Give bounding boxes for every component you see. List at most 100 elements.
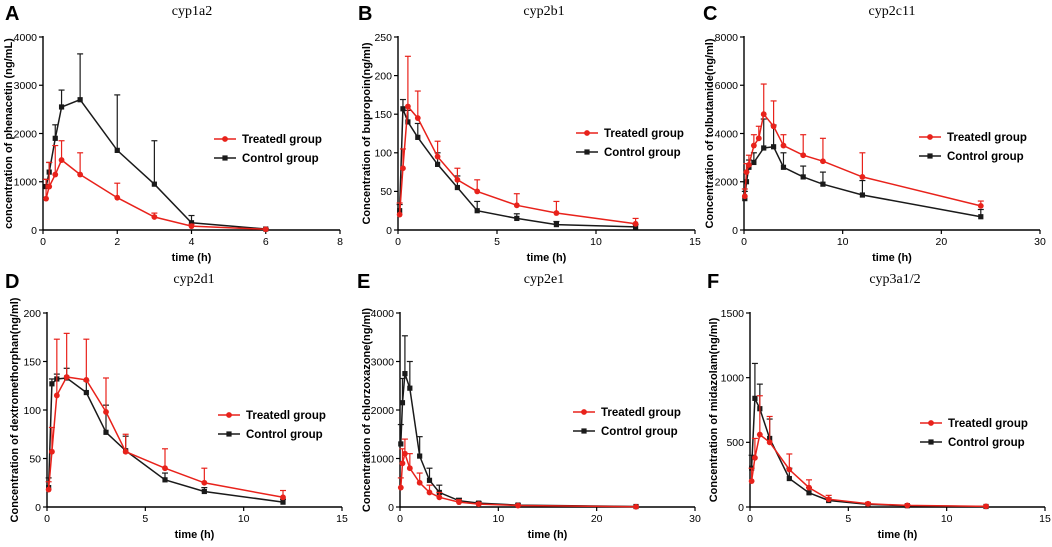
legend-marker: [222, 155, 228, 161]
data-point: [63, 374, 70, 380]
data-point: [397, 484, 404, 491]
data-point: [515, 502, 521, 509]
x-tick-label: 10: [837, 236, 849, 248]
y-tick-label: 150: [374, 109, 392, 121]
panel-letter: C: [703, 3, 717, 25]
y-tick-label: 50: [29, 453, 41, 465]
y-tick-label: 50: [380, 186, 392, 198]
legend-marker: [584, 149, 590, 155]
series-control: [396, 98, 639, 230]
data-point: [417, 453, 423, 459]
data-point: [114, 147, 120, 153]
series-line: [750, 398, 987, 508]
data-point: [58, 157, 65, 163]
y-axis-label: Concentration of dextromethorphan(ng/ml): [9, 297, 21, 522]
data-point: [407, 385, 413, 391]
legend-marker: [226, 412, 232, 418]
y-tick-label: 1500: [721, 308, 745, 320]
data-point: [454, 176, 461, 183]
y-tick-label: 1000: [371, 453, 395, 465]
data-point: [766, 439, 773, 446]
x-tick-label: 10: [941, 513, 953, 525]
data-point: [414, 115, 421, 121]
series-line: [398, 104, 636, 225]
x-tick-label: 0: [397, 513, 403, 525]
data-point: [800, 174, 806, 180]
y-tick-label: 4000: [371, 308, 395, 320]
y-tick-label: 2000: [14, 128, 38, 140]
legend: Treatedl group Control group: [576, 128, 684, 159]
x-tick-label: 15: [1039, 513, 1051, 525]
data-point: [400, 165, 406, 172]
data-point: [780, 164, 787, 170]
data-point: [454, 184, 460, 191]
data-point: [49, 448, 55, 455]
data-point: [756, 431, 763, 438]
data-point: [748, 478, 755, 485]
data-point: [77, 171, 84, 178]
legend: Treatedl group Control group: [573, 407, 681, 438]
data-point: [633, 224, 639, 230]
x-tick-label: 10: [492, 513, 504, 525]
x-tick-label: 20: [591, 513, 603, 525]
x-axis-label: time (h): [878, 529, 918, 541]
legend-label: Treatedl group: [604, 128, 684, 140]
data-point: [49, 381, 55, 387]
chart-title: cyp3a1/2: [869, 272, 920, 287]
data-point: [800, 152, 807, 159]
data-point: [752, 454, 758, 461]
legend: Treatedl group Control group: [218, 410, 326, 441]
y-tick-label: 4000: [715, 128, 739, 140]
y-axis-label: Concentration of chlorzoxazone(ng/ml): [361, 308, 373, 512]
data-point: [475, 501, 482, 507]
panel-letter: F: [707, 271, 719, 293]
data-point: [859, 174, 866, 180]
series-treatedl: [748, 395, 989, 510]
data-point: [415, 134, 421, 140]
data-point: [262, 226, 269, 233]
data-point: [770, 123, 777, 130]
data-point: [553, 221, 559, 228]
y-tick-label: 1000: [14, 177, 38, 189]
y-tick-label: 250: [374, 32, 392, 44]
legend-marker: [928, 420, 934, 426]
data-point: [45, 486, 52, 493]
data-point: [786, 475, 792, 482]
y-tick-label: 3000: [14, 80, 38, 92]
data-point: [633, 503, 639, 510]
legend-marker: [927, 134, 933, 140]
data-point: [103, 409, 109, 415]
legend: Treatedl group Control group: [919, 132, 1027, 163]
series-line: [400, 450, 637, 508]
data-point: [162, 465, 168, 472]
data-point: [474, 208, 480, 214]
data-point: [405, 103, 411, 110]
y-tick-label: 0: [388, 502, 394, 514]
data-point: [201, 488, 207, 495]
data-point: [751, 159, 757, 166]
data-point: [806, 484, 812, 491]
data-point: [151, 181, 157, 187]
series-line: [398, 108, 636, 228]
y-tick-label: 150: [23, 356, 41, 368]
x-axis-label: time (h): [872, 252, 912, 264]
series-treatedl: [741, 83, 984, 209]
data-point: [402, 450, 408, 457]
data-point: [103, 429, 109, 435]
data-point: [771, 144, 777, 150]
y-axis-label: Concentration of bupropoin(ng/ml): [361, 42, 373, 224]
series-line: [45, 98, 266, 230]
data-point: [513, 202, 520, 209]
data-point: [743, 169, 750, 176]
x-tick-label: 0: [395, 236, 401, 248]
y-tick-label: 1000: [721, 372, 745, 384]
y-tick-label: 100: [23, 405, 41, 417]
legend-marker: [222, 136, 228, 142]
chart-title: cyp2d1: [173, 272, 214, 287]
legend-label: Treatedl group: [948, 418, 1028, 430]
y-axis-label: Concentration of midazolam(ng/ml): [708, 317, 720, 502]
data-point: [632, 220, 639, 227]
chart-title: cyp1a2: [172, 4, 212, 19]
data-point: [760, 111, 767, 118]
